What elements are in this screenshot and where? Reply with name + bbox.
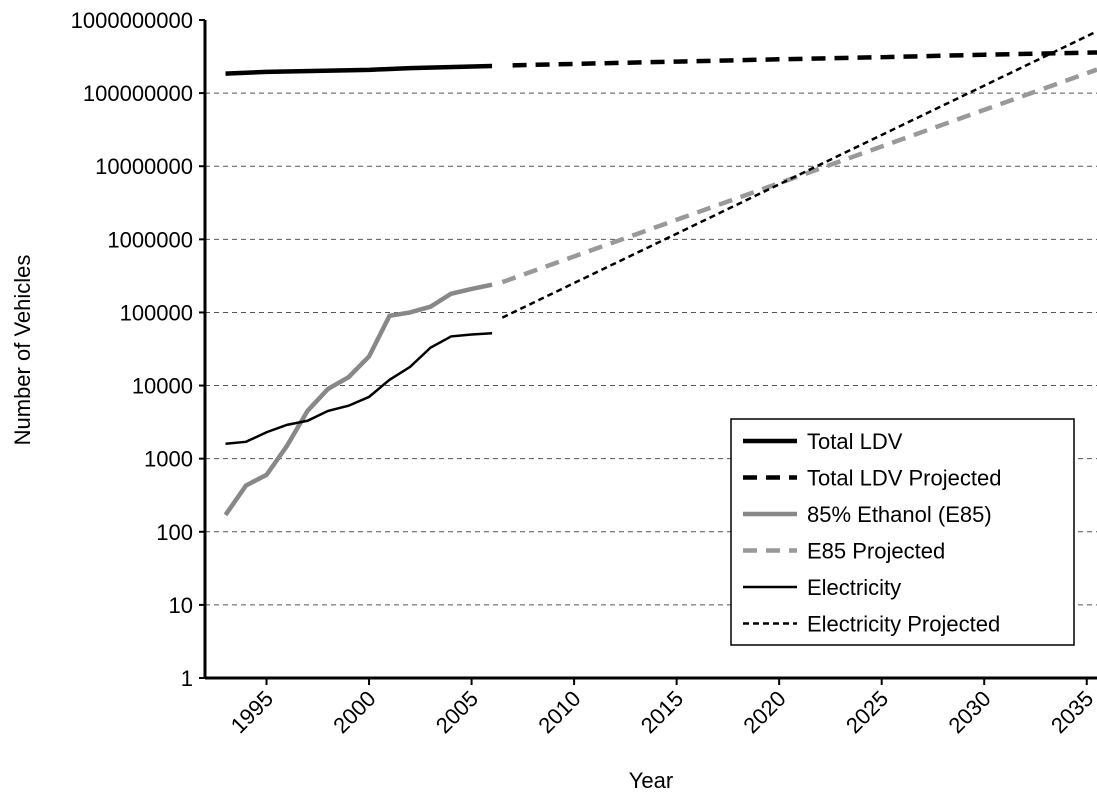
y-tick-label: 1000000: [107, 227, 193, 252]
y-tick-label: 10: [169, 593, 193, 618]
series-line: [223, 282, 493, 517]
y-tick-label: 1000000000: [71, 8, 193, 33]
y-tick-label: 100000000: [83, 81, 193, 106]
x-tick-label: 2025: [841, 686, 893, 738]
y-tick-label: 100000: [120, 300, 193, 325]
series-line: [225, 63, 493, 76]
y-tick-label: 1: [181, 666, 193, 691]
series-line: [225, 331, 493, 445]
y-tick-label: 10000000: [95, 154, 193, 179]
y-tick-label: 1000: [144, 447, 193, 472]
x-tick-label: 2000: [328, 686, 380, 738]
x-tick-label: 2015: [636, 686, 688, 738]
legend-label: Total LDV Projected: [807, 466, 1001, 491]
legend: Total LDV Total LDV Projected 85% Ethanol …: [730, 418, 1075, 646]
legend-label: Electricity Projected: [807, 612, 1000, 637]
series-line: [501, 67, 1097, 285]
x-tick-label: 2010: [533, 686, 585, 738]
legend-label: E85 Projected: [807, 539, 945, 564]
legend-label: Electricity: [807, 575, 901, 600]
x-tick-label: 2035: [1046, 686, 1097, 738]
legend-label: 85% Ethanol (E85): [807, 502, 992, 527]
legend-label: Total LDV: [807, 429, 903, 454]
x-tick-label: 2030: [943, 686, 995, 738]
x-tick-label: 2005: [431, 686, 483, 738]
x-tick-label: 1995: [226, 686, 278, 738]
series-line: [512, 50, 1097, 68]
x-axis-label: Year: [629, 768, 673, 793]
y-tick-label: 100: [156, 520, 193, 545]
series-line: [501, 30, 1097, 319]
y-tick-label: 10000: [132, 374, 193, 399]
y-axis-label: Number of Vehicles: [10, 255, 35, 446]
legend-box: [730, 418, 1075, 646]
x-tick-label: 2020: [738, 686, 790, 738]
